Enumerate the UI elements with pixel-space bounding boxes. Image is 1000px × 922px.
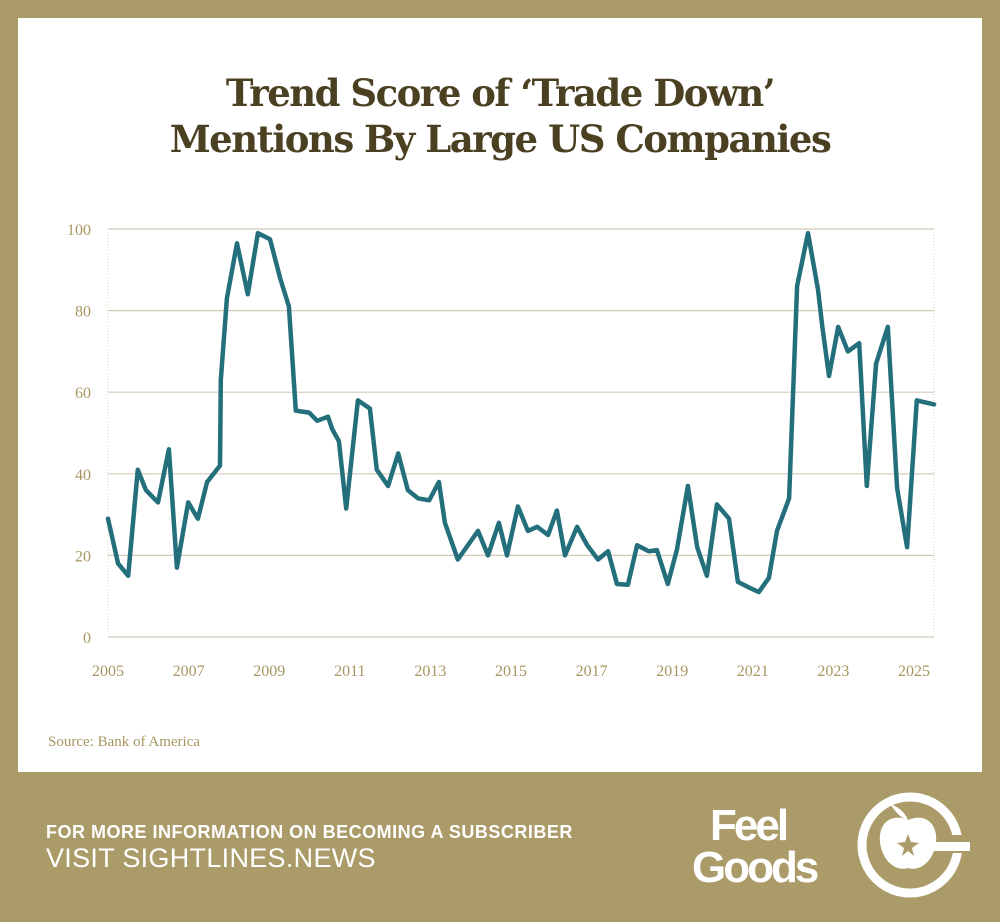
y-tick-label: 40 — [75, 467, 91, 484]
x-tick-label: 2017 — [576, 663, 608, 680]
x-tick-label: 2011 — [334, 663, 365, 680]
y-tick-label: 0 — [83, 630, 91, 647]
title-line-2: Mentions By Large US Companies — [169, 117, 832, 161]
x-tick-label: 2019 — [656, 663, 688, 680]
svg-text:Feel: Feel — [710, 801, 787, 850]
feel-goods-logo: Feel Goods — [692, 792, 970, 898]
title-line-1: Trend Score of ‘Trade Down’ — [225, 71, 776, 115]
svg-text:Goods: Goods — [692, 843, 818, 892]
x-tick-label: 2007 — [173, 663, 205, 680]
x-tick-label: 2013 — [414, 663, 446, 680]
chart-title: Trend Score of ‘Trade Down’ Mentions By … — [0, 70, 1000, 162]
y-tick-label: 100 — [67, 222, 91, 239]
y-tick-label: 20 — [75, 548, 91, 565]
website-link[interactable]: VISIT SIGHTLINES.NEWS — [46, 843, 376, 873]
subscriber-cta: FOR MORE INFORMATION ON BECOMING A SUBSC… — [46, 822, 573, 842]
y-tick-label: 60 — [75, 385, 91, 402]
x-tick-label: 2021 — [737, 663, 769, 680]
x-tick-label: 2009 — [253, 663, 285, 680]
x-tick-label: 2023 — [817, 663, 849, 680]
apple-c-icon — [857, 792, 970, 898]
source-note: Source: Bank of America — [48, 734, 201, 750]
chart-panel — [18, 18, 982, 772]
x-tick-label: 2015 — [495, 663, 527, 680]
x-tick-label: 2005 — [92, 663, 124, 680]
series-line — [105, 230, 937, 595]
x-tick-label: 2025 — [898, 663, 930, 680]
y-tick-label: 80 — [75, 304, 91, 321]
